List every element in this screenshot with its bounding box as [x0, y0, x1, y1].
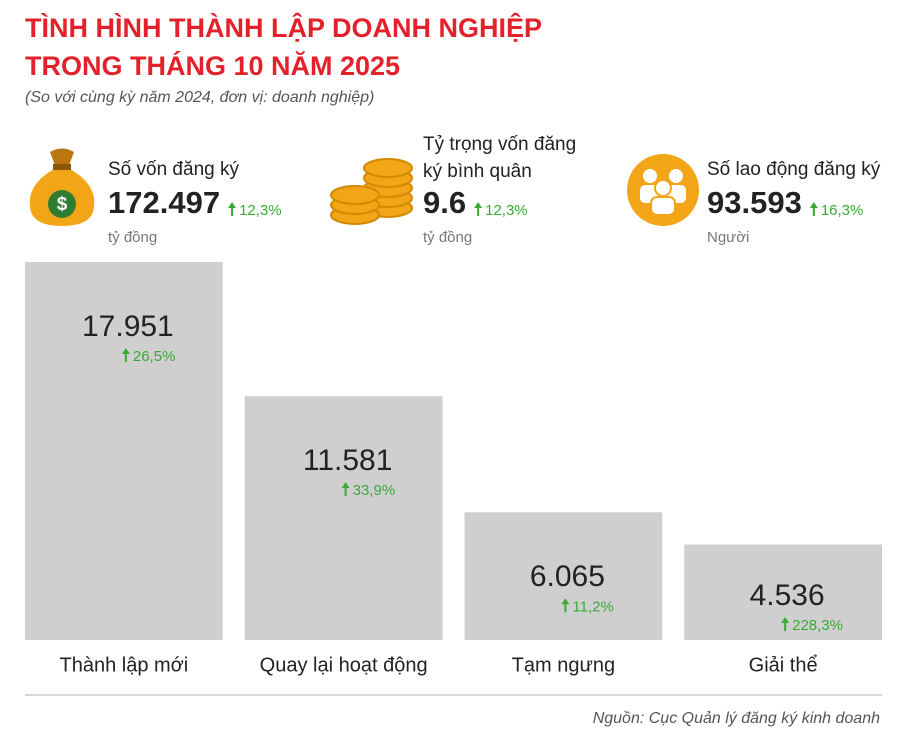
kpi-unit: tỷ đồng	[108, 229, 157, 246]
category-label: Quay lại hoạt động	[260, 654, 428, 676]
title-line: TÌNH HÌNH THÀNH LẬP DOANH NGHIỆP	[25, 12, 542, 43]
kpi-label: ký bình quân	[423, 161, 532, 182]
subtitle: (So với cùng kỳ năm 2024, đơn vị: doanh …	[25, 89, 374, 106]
value-label: 6.065	[530, 560, 605, 593]
value-label: 4.536	[750, 579, 825, 612]
up-arrow-head	[474, 202, 483, 208]
kpi-unit: Người	[707, 229, 749, 246]
value-label: 11.581	[303, 444, 393, 477]
coins-icon	[330, 158, 413, 225]
bar	[244, 396, 443, 640]
kpi-value: 9.6	[423, 185, 466, 220]
change-label: 33,9%	[353, 482, 396, 499]
category-label: Tạm ngưng	[512, 654, 615, 676]
title-line: TRONG THÁNG 10 NĂM 2025	[25, 50, 400, 81]
kpi-change: 16,3%	[821, 202, 864, 219]
up-arrow-head	[809, 202, 818, 208]
kpi-change: 12,3%	[239, 202, 282, 219]
kpi-label: Số lao động đăng ký	[707, 159, 881, 180]
kpi-value: 93.593	[707, 185, 802, 220]
bar	[684, 544, 882, 640]
up-arrow-head	[561, 598, 570, 605]
bar	[25, 262, 223, 640]
change-label: 26,5%	[133, 348, 176, 365]
kpi-value: 172.497	[108, 185, 220, 220]
change-label: 11,2%	[572, 598, 613, 615]
source: Nguồn: Cục Quản lý đăng ký kinh doanh	[593, 710, 880, 727]
kpi-change: 12,3%	[485, 202, 528, 219]
kpi-label: Tỷ trọng vốn đăng	[423, 134, 576, 155]
people-icon	[627, 154, 699, 226]
up-arrow-head	[341, 482, 350, 489]
category-label: Giải thể	[749, 654, 818, 676]
category-label: Thành lập mới	[60, 654, 189, 676]
change-label: 228,3%	[792, 617, 843, 634]
kpi-unit: tỷ đồng	[423, 229, 472, 246]
kpi-label: Số vốn đăng ký	[108, 159, 239, 180]
svg-text:$: $	[57, 194, 68, 215]
money-bag-icon: $	[29, 148, 95, 226]
up-arrow-head	[228, 202, 237, 208]
up-arrow-head	[781, 617, 790, 624]
bar	[464, 512, 663, 640]
value-label: 17.951	[82, 310, 174, 343]
up-arrow-head	[121, 348, 130, 354]
